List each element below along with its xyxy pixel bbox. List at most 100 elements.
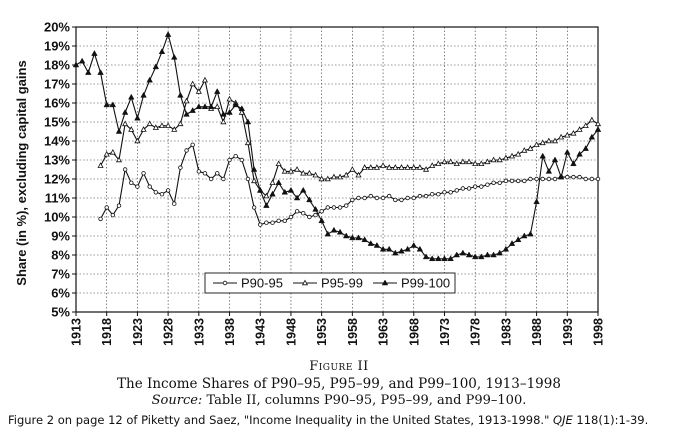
data-point-p95-99 — [582, 122, 589, 128]
y-tick-label: 5% — [51, 305, 70, 320]
data-point-p95-99 — [281, 167, 288, 174]
data-point-p95-99 — [435, 160, 442, 167]
data-point-p99-100 — [484, 251, 491, 258]
data-point-p90-95 — [325, 205, 330, 210]
data-point-p90-95 — [429, 191, 435, 197]
data-point-p99-100 — [441, 255, 448, 262]
data-point-p95-99 — [349, 166, 356, 172]
data-point-p95-99 — [558, 133, 565, 140]
data-point-p99-100 — [275, 179, 282, 186]
data-point-p95-99 — [496, 156, 503, 163]
data-point-p99-100 — [195, 103, 203, 110]
data-point-p99-100 — [588, 133, 596, 140]
data-point-p90-95 — [509, 178, 515, 184]
data-point-p95-99 — [533, 141, 540, 148]
data-point-p90-95 — [423, 193, 429, 199]
y-tick-label: 10% — [44, 210, 70, 225]
data-point-p99-100 — [447, 255, 454, 262]
data-point-p90-95 — [565, 174, 570, 180]
data-point-p90-95 — [436, 191, 441, 197]
plot-border — [75, 26, 599, 313]
data-point-p99-100 — [336, 228, 344, 235]
data-point-p90-95 — [528, 176, 533, 182]
y-tick-label: 18% — [44, 58, 70, 73]
data-point-p99-100 — [594, 126, 602, 132]
caption-citation: 118(1):1-39. — [572, 413, 649, 427]
data-point-p95-99 — [128, 126, 135, 132]
data-point-p99-100 — [201, 103, 209, 110]
data-point-p90-95 — [135, 184, 140, 189]
data-point-p90-95 — [227, 157, 232, 163]
data-point-p90-95 — [522, 178, 527, 184]
data-point-p90-95 — [350, 197, 355, 203]
data-point-p99-100 — [220, 110, 227, 117]
data-point-p95-99 — [244, 139, 252, 146]
data-point-p99-100 — [97, 69, 104, 75]
data-point-p95-99 — [484, 158, 491, 165]
data-point-p99-100 — [465, 251, 473, 258]
data-point-p90-95 — [215, 171, 220, 176]
data-point-p99-100 — [367, 240, 375, 246]
data-point-p99-100 — [244, 118, 252, 125]
x-tick-label: 1993 — [561, 318, 575, 346]
data-point-p90-95 — [110, 212, 116, 218]
data-point-p95-99 — [275, 160, 282, 167]
data-point-p99-100 — [312, 205, 319, 212]
data-point-p99-100 — [349, 234, 356, 241]
data-point-p95-99 — [318, 175, 325, 182]
y-tick-label: 13% — [44, 153, 70, 168]
data-point-p99-100 — [78, 57, 86, 64]
x-tick-label: 1973 — [438, 318, 452, 346]
data-point-p90-95 — [472, 184, 478, 189]
data-point-p95-99 — [287, 167, 295, 174]
data-point-p99-100 — [428, 255, 436, 262]
data-point-p99-100 — [521, 232, 528, 239]
data-point-p99-100 — [471, 253, 479, 260]
data-point-p90-95 — [460, 186, 466, 191]
data-point-p95-99 — [177, 120, 184, 127]
data-point-p99-100 — [226, 108, 233, 115]
data-point-p95-99 — [508, 152, 516, 159]
series-line-p90-95 — [100, 143, 598, 226]
data-point-p90-95 — [485, 182, 490, 187]
data-point-p99-100 — [496, 249, 503, 256]
data-point-p90-95 — [276, 218, 281, 223]
data-point-p99-100 — [146, 76, 153, 83]
data-point-p90-95 — [233, 153, 238, 159]
data-point-p95-99 — [478, 160, 485, 167]
data-point-p95-99 — [165, 122, 172, 128]
data-point-p95-99 — [294, 166, 301, 172]
data-point-p90-95 — [129, 180, 134, 185]
data-point-p99-100 — [158, 48, 166, 54]
data-point-p99-100 — [564, 148, 571, 155]
data-point-p99-100 — [459, 249, 467, 256]
data-point-p90-95 — [466, 186, 472, 191]
data-point-p95-99 — [367, 164, 374, 170]
y-tick-label: 12% — [44, 172, 70, 187]
data-point-p99-100 — [392, 249, 399, 256]
data-point-p99-100 — [478, 253, 485, 260]
x-tick-label: 1958 — [346, 318, 360, 346]
data-point-p90-95 — [362, 195, 367, 201]
data-point-p99-100 — [416, 245, 424, 252]
data-point-p95-99 — [416, 164, 423, 170]
data-point-p90-95 — [288, 214, 294, 220]
data-point-p99-100 — [527, 230, 534, 237]
data-point-p99-100 — [539, 152, 546, 159]
data-point-p90-95 — [442, 190, 447, 195]
data-point-p99-100 — [490, 251, 497, 258]
data-point-p90-95 — [116, 203, 122, 208]
data-point-p95-99 — [355, 171, 362, 178]
caption-text: Figure 2 on page 12 of Piketty and Saez,… — [8, 413, 554, 427]
data-point-p99-100 — [207, 103, 215, 110]
x-tick-label: 1983 — [499, 318, 513, 346]
data-point-p95-99 — [146, 120, 153, 127]
data-point-p99-100 — [533, 198, 540, 205]
y-tick-label: 11% — [45, 191, 71, 206]
data-point-p90-95 — [196, 169, 202, 174]
data-point-p90-95 — [184, 148, 189, 153]
data-point-p90-95 — [356, 195, 361, 201]
data-point-p95-99 — [103, 150, 110, 157]
data-point-p90-95 — [540, 176, 545, 182]
data-point-p90-95 — [190, 142, 195, 147]
